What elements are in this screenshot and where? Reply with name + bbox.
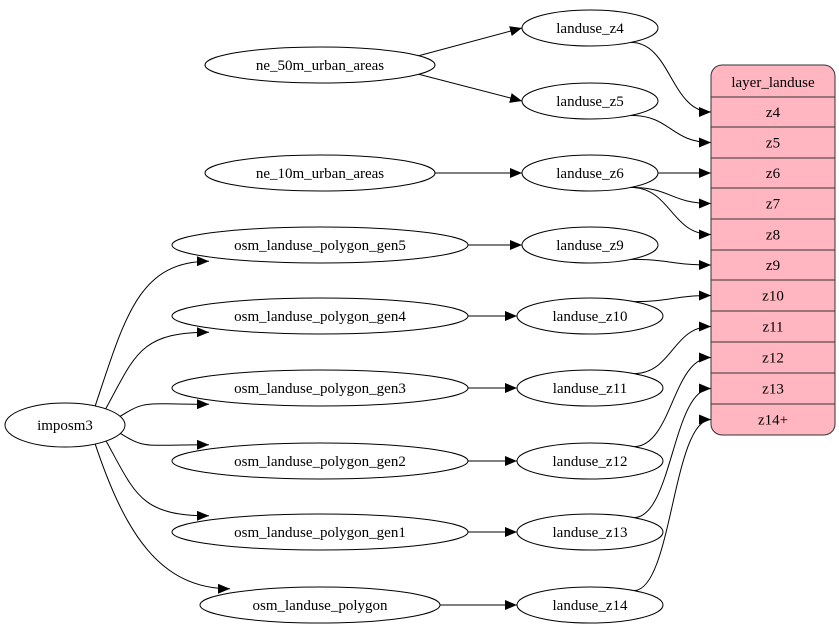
node-ellipse [4,402,126,448]
node-landuse-z9[interactable]: landuse_z9 [521,226,659,264]
node-landuse-z4[interactable]: landuse_z4 [521,9,659,47]
node-ellipse [516,297,664,335]
node-imposm3[interactable]: imposm3 [4,402,126,448]
node-landuse-z13[interactable]: landuse_z13 [516,513,664,551]
record-port-z5[interactable]: z5 [766,136,780,152]
node-landuse-z12[interactable]: landuse_z12 [516,442,664,480]
record-port-z13[interactable]: z13 [762,382,784,398]
edge-imposm3-to-osm-landuse-polygon-gen1 [104,439,210,521]
record-title: layer_landuse [731,75,815,91]
node-label: osm_landuse_polygon [253,598,388,614]
node-ellipse [521,226,659,264]
node-label: landuse_z12 [553,454,628,470]
node-label: landuse_z6 [556,166,624,182]
record-port-z6[interactable]: z6 [766,166,781,182]
node-label: ne_50m_urban_areas [256,58,384,74]
record-port-z14-plus[interactable]: z14+ [758,413,788,429]
node-ellipse [171,442,469,480]
node-label: landuse_z4 [556,21,624,37]
edge-ne-50m-urban-areas-to-landuse-z5 [417,73,523,103]
node-label: osm_landuse_polygon_gen4 [234,309,406,325]
edge-landuse-z13-to-layer-landuse-z13 [633,383,712,519]
node-ellipse [521,9,659,47]
edge-imposm3-to-osm-landuse-polygon-gen2 [116,430,210,450]
node-label: landuse_z11 [553,381,627,397]
edges [94,26,712,610]
node-ellipse [521,82,659,120]
edge-landuse-z12-to-layer-landuse-z12 [633,352,712,448]
edge-ne-50m-urban-areas-to-landuse-z4 [417,26,523,57]
node-label: landuse_z13 [553,525,628,541]
edge-landuse-z10-to-layer-landuse-z10 [633,290,712,303]
node-label: osm_landuse_polygon_gen5 [234,238,406,254]
node-ellipse [521,154,659,192]
layer-landuse-record: layer_landuse z4 z5 z6 z7 z8 z9 z10 z11 z12 z13 z14… [710,64,836,436]
node-ellipse [199,586,441,624]
node-landuse-z10[interactable]: landuse_z10 [516,297,664,335]
edge-imposm3-to-osm-landuse-polygon-gen5 [94,256,210,407]
nodes: landuse_z4 ne_50m_urban_areas landuse_z5ne… [4,9,664,624]
edge-landuse-z14-to-layer-landuse-z14-plus [633,414,712,592]
record-port-z12[interactable]: z12 [762,351,784,367]
node-label: ne_10m_urban_areas [256,166,384,182]
node-label: landuse_z5 [556,94,623,110]
edge-landuse-z11-to-layer-landuse-z11 [633,321,712,375]
node-label: osm_landuse_polygon_gen2 [234,454,406,470]
record-port-z7[interactable]: z7 [766,197,781,213]
node-osm-landuse-polygon[interactable]: osm_landuse_polygon [199,586,441,624]
edge-imposm3-to-osm-landuse-polygon-gen4 [104,327,210,411]
node-ne-10m-urban-areas[interactable]: ne_10m_urban_areas [204,154,436,192]
node-osm-landuse-polygon-gen3[interactable]: osm_landuse_polygon_gen3 [171,369,469,407]
node-osm-landuse-polygon-gen2[interactable]: osm_landuse_polygon_gen2 [171,442,469,480]
node-osm-landuse-polygon-gen1[interactable]: osm_landuse_polygon_gen1 [171,513,469,551]
node-ellipse [204,154,436,192]
node-label: imposm3 [37,418,93,434]
node-label: landuse_z9 [556,238,623,254]
node-ellipse [171,513,469,551]
edge-landuse-z6-to-layer-landuse-z7 [630,186,712,209]
node-label: osm_landuse_polygon_gen1 [234,525,406,541]
node-ellipse [516,513,664,551]
node-ellipse [171,226,469,264]
node-ellipse [516,369,664,407]
node-landuse-z6[interactable]: landuse_z6 [521,154,659,192]
node-ellipse [171,369,469,407]
edge-imposm3-to-osm-landuse-polygon [94,443,231,594]
edge-landuse-z9-to-layer-landuse-z9 [630,258,712,270]
record-port-z9[interactable]: z9 [766,258,780,274]
node-ne-50m-urban-areas[interactable]: ne_50m_urban_areas [204,46,436,84]
node-ellipse [204,46,436,84]
node-landuse-z11[interactable]: landuse_z11 [516,369,664,407]
record-port-z8[interactable]: z8 [766,228,780,244]
edge-imposm3-to-osm-landuse-polygon-gen3 [116,399,210,419]
node-osm-landuse-polygon-gen5[interactable]: osm_landuse_polygon_gen5 [171,226,469,264]
edge-landuse-z6-to-layer-landuse-z8 [630,186,712,240]
record-port-z10[interactable]: z10 [762,289,784,305]
node-ellipse [171,297,469,335]
node-label: landuse_z10 [553,309,628,325]
edge-landuse-z5-to-layer-landuse-z5 [630,114,712,148]
node-ellipse [516,586,664,624]
node-label: osm_landuse_polygon_gen3 [234,381,406,397]
edge-landuse-z4-to-layer-landuse-z4 [630,41,712,117]
node-osm-landuse-polygon-gen4[interactable]: osm_landuse_polygon_gen4 [171,297,469,335]
record-port-z11[interactable]: z11 [762,320,783,336]
node-landuse-z14[interactable]: landuse_z14 [516,586,664,624]
record-port-z4[interactable]: z4 [766,105,781,121]
node-ellipse [516,442,664,480]
node-landuse-z5[interactable]: landuse_z5 [521,82,659,120]
node-label: landuse_z14 [553,598,628,614]
